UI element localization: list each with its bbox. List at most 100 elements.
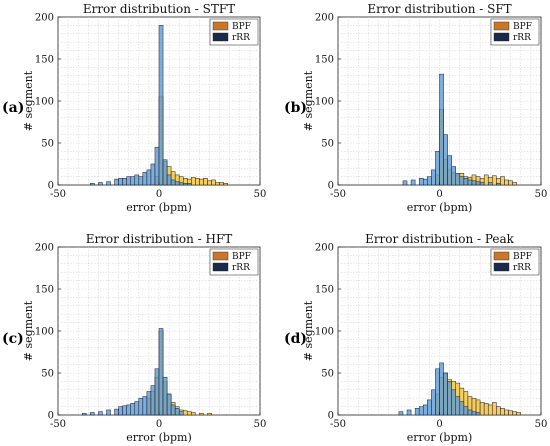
histogram-bar (81, 413, 87, 416)
histogram-bar (191, 177, 196, 186)
histogram-bar (118, 406, 123, 416)
x-axis-label: error (bpm) (407, 201, 473, 214)
histogram-bar (158, 328, 164, 416)
legend-swatch-bpf (212, 251, 229, 261)
y-tick-label: 100 (315, 97, 334, 108)
histogram-bar (207, 180, 212, 186)
y-tick-label: 0 (328, 181, 334, 192)
histogram-bar (98, 182, 103, 186)
histogram-bar (487, 182, 493, 186)
histogram-bar (150, 385, 156, 416)
histogram-bar (431, 169, 436, 186)
legend-label-bpf: BPF (513, 252, 532, 262)
y-tick-label: 200 (315, 13, 334, 24)
histogram-bar (166, 174, 172, 186)
panel-label: (c) (2, 331, 24, 347)
histogram-bar (435, 368, 440, 416)
histogram-bar (447, 381, 452, 416)
histogram-bar (166, 393, 172, 416)
histogram-bar (414, 408, 420, 416)
histogram-bar (90, 412, 95, 416)
histogram-bar (435, 151, 440, 186)
series-rrr (398, 362, 481, 416)
histogram-bar (459, 401, 465, 416)
histogram-bar (187, 183, 192, 186)
histogram-bar (138, 397, 144, 416)
chart-title: Error distribution - STFT (83, 2, 235, 16)
histogram-bar (427, 399, 432, 416)
histogram-bar (154, 146, 160, 186)
histogram-bar (455, 396, 461, 416)
histogram-bar (187, 411, 192, 416)
histogram-bar (500, 176, 505, 186)
histogram-bar (508, 180, 513, 186)
histogram-bar (158, 25, 164, 186)
histogram-bar (199, 413, 204, 416)
histogram-bar (118, 178, 123, 186)
histogram-bar (199, 178, 204, 186)
y-tick-label: 50 (321, 369, 334, 380)
histogram-bar (443, 372, 448, 416)
histogram-bar (126, 176, 131, 186)
x-tick-label: 0 (156, 189, 162, 200)
legend-label-rrr: rRR (513, 33, 531, 43)
y-tick-label: 150 (315, 285, 334, 296)
series-rrr (402, 73, 501, 186)
y-axis-label: # segment (22, 70, 35, 131)
histogram-bar (122, 178, 127, 186)
histogram-bar (410, 179, 416, 186)
histogram-bar (126, 404, 131, 416)
histogram-bar (504, 409, 509, 416)
x-tick-label: 50 (535, 189, 548, 200)
y-tick-label: 150 (315, 55, 334, 66)
histogram-bar (130, 402, 136, 416)
histogram-bar (134, 401, 140, 416)
histogram-bar (215, 182, 220, 186)
histogram-bar (504, 179, 509, 186)
legend-swatch-bpf (493, 251, 510, 261)
histogram-bar (492, 402, 497, 416)
legend-swatch-bpf (493, 21, 510, 31)
histogram-bar (402, 180, 408, 186)
histogram-bar (178, 411, 184, 416)
histogram-bar (98, 411, 103, 416)
histogram-bar (182, 183, 188, 186)
histogram-bar (138, 176, 144, 186)
y-tick-label: 200 (315, 243, 334, 254)
legend-label-rrr: rRR (513, 263, 531, 273)
legend-label-bpf: BPF (232, 252, 251, 262)
histogram-bar (455, 172, 461, 186)
legend-swatch-rrr (493, 262, 510, 272)
y-tick-label: 50 (41, 369, 54, 380)
legend-swatch-rrr (212, 32, 229, 42)
histogram-bar (398, 411, 404, 416)
legend-label-bpf: BPF (513, 22, 532, 32)
histogram-bar (443, 134, 448, 186)
histogram-bar (114, 408, 119, 416)
histogram-bar (483, 174, 489, 186)
histogram-bar (508, 410, 513, 416)
histogram-bar (182, 410, 188, 416)
histogram-bar (423, 404, 428, 416)
histogram-bar (150, 163, 156, 186)
histogram-bar (418, 178, 424, 186)
histogram-bar (500, 408, 505, 416)
histogram-bar (211, 179, 216, 186)
histogram-bar (170, 404, 176, 416)
histogram-bar (431, 389, 436, 416)
histogram-bar (467, 179, 473, 186)
histogram-bar (479, 402, 485, 416)
histogram-bar (451, 389, 456, 416)
legend-swatch-rrr (212, 262, 229, 272)
histogram-bar (406, 409, 412, 416)
x-axis-label: error (bpm) (126, 431, 192, 444)
histogram-bar (459, 176, 465, 186)
y-axis-label: # segment (302, 70, 315, 131)
series-rrr (90, 25, 192, 186)
x-tick-label: -50 (50, 419, 66, 430)
histogram-bar (516, 412, 521, 416)
legend-label-rrr: rRR (232, 33, 250, 43)
